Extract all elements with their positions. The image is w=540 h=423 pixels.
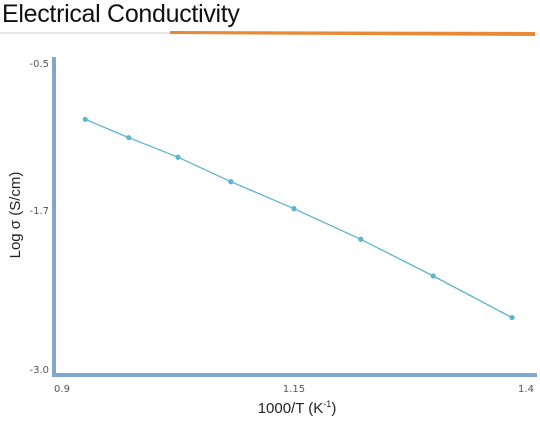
x-axis-label: 1000/T (K-1) — [258, 399, 337, 417]
y-axis-label: Log σ (S/cm) — [7, 172, 24, 259]
title-accent-bar — [170, 31, 535, 36]
data-point — [175, 154, 181, 160]
page-title: Electrical Conductivity — [2, 0, 240, 28]
x-tick-label: 1.15 — [283, 384, 305, 395]
x-axis-label-base: 1000/T (K — [258, 400, 324, 417]
y-axis-line — [52, 57, 56, 377]
y-tick-label: -0.5 — [29, 59, 49, 70]
y-tick-label: -1.7 — [29, 206, 49, 217]
data-point — [430, 273, 436, 279]
data-point — [82, 116, 88, 122]
data-point — [509, 314, 515, 321]
x-axis-label-tail: ) — [331, 400, 336, 417]
series-line — [84, 118, 513, 319]
data-point — [126, 135, 132, 141]
x-tick-label: 1.4 — [518, 384, 534, 395]
data-point — [228, 179, 234, 185]
data-point — [358, 236, 364, 242]
y-tick-label: -3.0 — [29, 365, 49, 376]
x-axis-line — [52, 373, 537, 377]
data-point — [291, 206, 297, 212]
x-tick-label: 0.9 — [54, 384, 70, 395]
x-axis-label-superscript: -1 — [323, 399, 331, 409]
